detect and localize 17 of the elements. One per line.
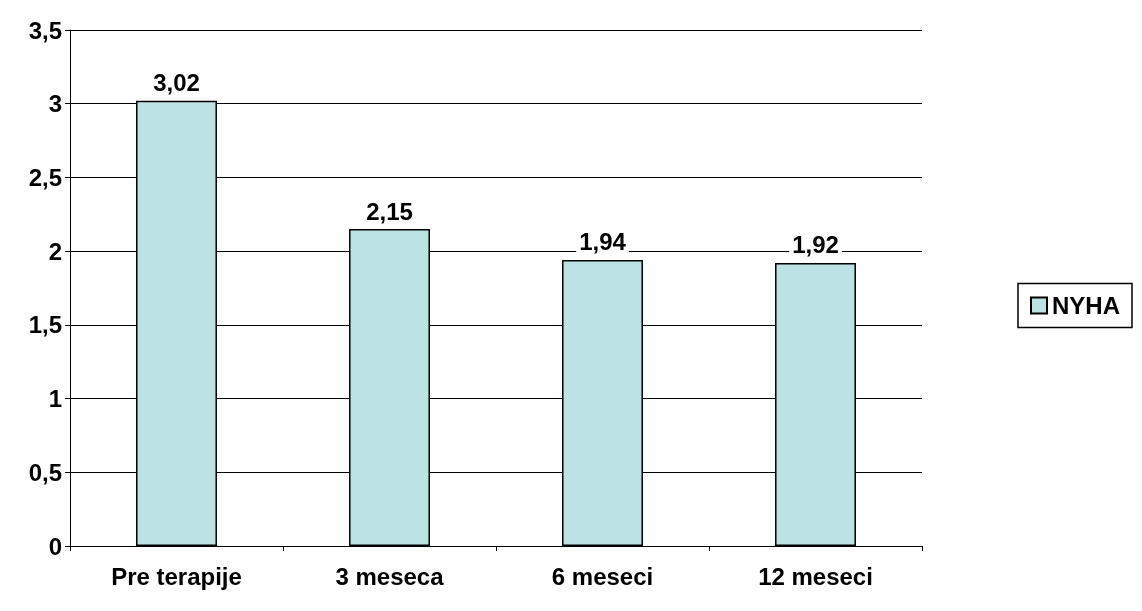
y-tick-label: 1: [48, 385, 62, 413]
x-tick-label: Pre terapije: [111, 562, 242, 590]
data-label: 2,15: [366, 197, 413, 225]
y-tick-label: 3,5: [28, 16, 62, 44]
x-tick-label: 6 meseci: [551, 562, 654, 590]
x-tick-label: 12 meseci: [758, 562, 873, 590]
x-tick-label: 3 meseca: [335, 562, 445, 590]
y-tick-label: 0,5: [28, 458, 62, 486]
y-tick-label: 2,5: [28, 163, 62, 191]
y-tick-label: 3: [48, 90, 62, 118]
y-tick-label: 0: [48, 532, 62, 560]
data-label: 1,92: [792, 231, 839, 259]
y-tick-label: 2: [48, 237, 62, 265]
data-label: 3,02: [153, 69, 200, 97]
data-label: 1,94: [579, 228, 627, 256]
legend-label: NYHA: [1052, 292, 1121, 319]
y-tick-label: 1,5: [28, 311, 62, 339]
